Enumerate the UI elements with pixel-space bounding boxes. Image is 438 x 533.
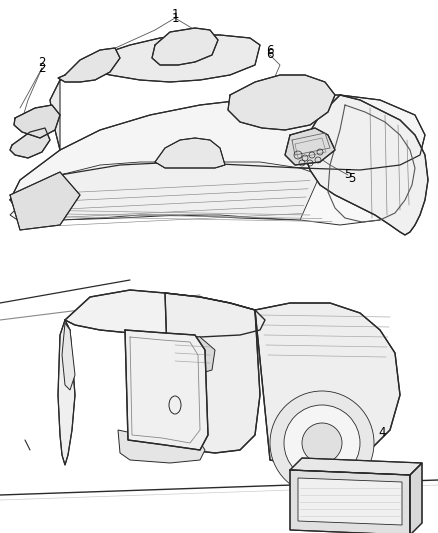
Polygon shape <box>290 470 410 533</box>
Polygon shape <box>228 75 335 130</box>
Text: 1: 1 <box>171 12 179 25</box>
Circle shape <box>284 405 360 481</box>
Polygon shape <box>10 95 425 200</box>
Polygon shape <box>298 478 402 525</box>
Polygon shape <box>255 303 400 467</box>
Text: 2: 2 <box>38 56 46 69</box>
Polygon shape <box>118 430 205 463</box>
Polygon shape <box>10 128 50 158</box>
Text: 6: 6 <box>266 49 274 61</box>
Polygon shape <box>152 28 218 65</box>
Polygon shape <box>58 48 120 82</box>
Text: 6: 6 <box>266 44 274 56</box>
Text: 1: 1 <box>171 7 179 20</box>
Polygon shape <box>10 162 320 225</box>
Polygon shape <box>14 105 60 138</box>
Polygon shape <box>170 335 215 375</box>
Polygon shape <box>155 138 225 168</box>
Text: 4: 4 <box>378 425 386 439</box>
Polygon shape <box>305 95 428 235</box>
Polygon shape <box>10 162 400 225</box>
Polygon shape <box>58 320 75 465</box>
Polygon shape <box>65 290 265 337</box>
Polygon shape <box>62 323 75 390</box>
Polygon shape <box>410 463 422 533</box>
Polygon shape <box>10 172 80 230</box>
Circle shape <box>302 423 342 463</box>
Polygon shape <box>290 458 422 475</box>
Polygon shape <box>125 330 208 450</box>
Polygon shape <box>165 293 260 453</box>
Text: 5: 5 <box>344 168 352 182</box>
Polygon shape <box>50 35 260 150</box>
Polygon shape <box>285 128 335 165</box>
Circle shape <box>270 391 374 495</box>
Text: 2: 2 <box>38 61 46 75</box>
Text: 5: 5 <box>348 172 356 184</box>
